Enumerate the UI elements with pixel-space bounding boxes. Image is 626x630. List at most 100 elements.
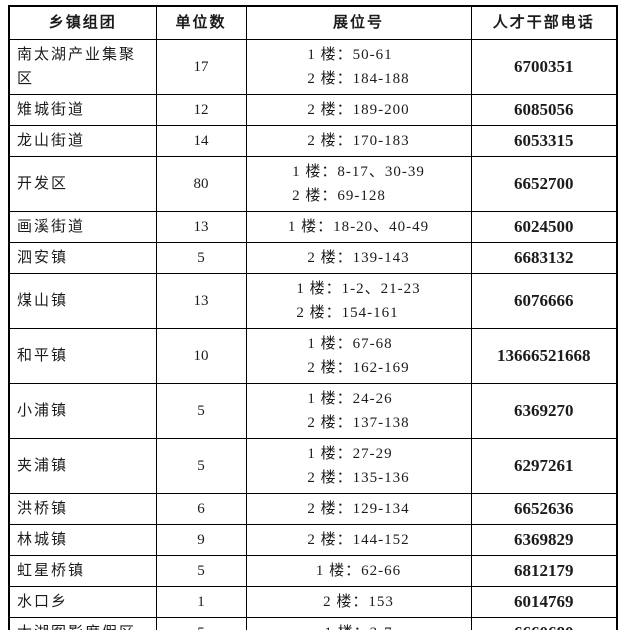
booth-lines: 1 楼：67-68 2 楼：162-169 — [307, 332, 409, 380]
booth-lines: 1 楼：50-61 2 楼：184-188 — [307, 43, 409, 91]
booth-cell: 1 楼：8-17、30-39 2 楼：69-128 — [245, 156, 472, 212]
units-cell: 5 — [155, 242, 247, 274]
town-cell: 虹星桥镇 — [8, 555, 157, 587]
table-row: 夹浦镇 5 1 楼：27-29 2 楼：135-136 6297261 — [8, 438, 618, 494]
booth-cell: 1 楼：50-61 2 楼：184-188 — [245, 39, 472, 95]
units-cell: 14 — [155, 125, 247, 157]
town-cell: 煤山镇 — [8, 273, 157, 329]
units-cell: 6 — [155, 493, 247, 525]
phone-cell: 6652636 — [470, 493, 618, 525]
table-row: 雉城街道 12 2 楼：189-200 6085056 — [8, 94, 618, 126]
booth-line: 2 楼：137-138 — [307, 415, 410, 431]
booth-lines: 1 楼：27-29 2 楼：135-136 — [307, 442, 409, 490]
booth-line: 2 楼：189-200 — [307, 102, 410, 118]
units-cell: 5 — [155, 438, 247, 494]
phone-cell: 6024500 — [470, 211, 618, 243]
town-cell: 夹浦镇 — [8, 438, 157, 494]
phone-cell: 6085056 — [470, 94, 618, 126]
phone-cell: 6369829 — [470, 524, 618, 556]
booth-cell: 2 楼：144-152 — [245, 524, 472, 556]
booth-cell: 2 楼：153 — [245, 586, 472, 618]
table-row: 和平镇 10 1 楼：67-68 2 楼：162-169 13666521668 — [8, 328, 618, 384]
table-row: 开发区 80 1 楼：8-17、30-39 2 楼：69-128 6652700 — [8, 156, 618, 212]
phone-cell: 6053315 — [470, 125, 618, 157]
booth-line: 2 楼：153 — [323, 594, 394, 610]
phone-cell: 6683132 — [470, 242, 618, 274]
booth-line: 1 楼：1-2、21-23 — [296, 281, 421, 297]
town-cell: 太湖图影度假区 — [8, 617, 157, 630]
header-phone: 人才干部电话 — [470, 5, 618, 40]
booth-lines: 1 楼：8-17、30-39 2 楼：69-128 — [292, 160, 425, 208]
booth-cell: 1 楼：3-7 — [245, 617, 472, 630]
booth-line: 2 楼：129-134 — [307, 501, 410, 517]
table-body: 南太湖产业集聚区 17 1 楼：50-61 2 楼：184-188 6700351… — [8, 39, 618, 630]
booth-lines: 2 楼：153 — [323, 590, 394, 614]
units-cell: 10 — [155, 328, 247, 384]
booth-lines: 1 楼：24-26 2 楼：137-138 — [307, 387, 409, 435]
booth-line: 1 楼：50-61 — [307, 47, 393, 63]
units-cell: 12 — [155, 94, 247, 126]
table-row: 南太湖产业集聚区 17 1 楼：50-61 2 楼：184-188 6700351 — [8, 39, 618, 95]
units-cell: 9 — [155, 524, 247, 556]
units-cell: 5 — [155, 555, 247, 587]
town-cell: 南太湖产业集聚区 — [8, 39, 157, 95]
phone-cell: 6297261 — [470, 438, 618, 494]
booth-lines: 1 楼：62-66 — [316, 559, 401, 583]
booth-cell: 2 楼：189-200 — [245, 94, 472, 126]
booth-assignment-table: 乡镇组团 单位数 展位号 人才干部电话 南太湖产业集聚区 17 1 楼：50-6… — [8, 5, 618, 630]
booth-lines: 2 楼：189-200 — [307, 98, 409, 122]
header-town: 乡镇组团 — [8, 5, 157, 40]
booth-line: 2 楼：69-128 — [292, 188, 386, 204]
header-booth: 展位号 — [245, 5, 472, 40]
booth-cell: 2 楼：170-183 — [245, 125, 472, 157]
booth-line: 1 楼：62-66 — [315, 563, 402, 579]
header-row: 乡镇组团 单位数 展位号 人才干部电话 — [8, 5, 618, 40]
town-cell: 洪桥镇 — [8, 493, 157, 525]
table-row: 龙山街道 14 2 楼：170-183 6053315 — [8, 125, 618, 157]
booth-line: 1 楼：8-17、30-39 — [292, 164, 425, 180]
booth-cell: 2 楼：129-134 — [245, 493, 472, 525]
booth-line: 1 楼：3-7 — [324, 621, 392, 630]
booth-line: 2 楼：184-188 — [307, 71, 410, 87]
booth-line: 1 楼：67-68 — [307, 336, 393, 352]
booth-line: 2 楼：154-161 — [296, 305, 399, 321]
phone-cell: 6700351 — [470, 39, 618, 95]
units-cell: 80 — [155, 156, 247, 212]
town-cell: 龙山街道 — [8, 125, 157, 157]
town-cell: 水口乡 — [8, 586, 157, 618]
town-cell: 雉城街道 — [8, 94, 157, 126]
booth-lines: 1 楼：1-2、21-23 2 楼：154-161 — [296, 277, 420, 325]
booth-line: 1 楼：24-26 — [307, 391, 393, 407]
booth-line: 2 楼：162-169 — [307, 360, 410, 376]
booth-cell: 1 楼：27-29 2 楼：135-136 — [245, 438, 472, 494]
units-cell: 13 — [155, 273, 247, 329]
phone-cell: 6369270 — [470, 383, 618, 439]
booth-line: 2 楼：139-143 — [307, 250, 410, 266]
booth-cell: 2 楼：139-143 — [245, 242, 472, 274]
header-units: 单位数 — [155, 5, 247, 40]
booth-cell: 1 楼：24-26 2 楼：137-138 — [245, 383, 472, 439]
phone-cell: 6652700 — [470, 156, 618, 212]
booth-cell: 1 楼：62-66 — [245, 555, 472, 587]
town-cell: 画溪街道 — [8, 211, 157, 243]
booth-line: 2 楼：135-136 — [307, 470, 410, 486]
town-cell: 林城镇 — [8, 524, 157, 556]
booth-line: 2 楼：170-183 — [307, 133, 410, 149]
booth-lines: 2 楼：170-183 — [307, 129, 409, 153]
booth-cell: 1 楼：18-20、40-49 — [245, 211, 472, 243]
booth-cell: 1 楼：67-68 2 楼：162-169 — [245, 328, 472, 384]
table-row: 林城镇 9 2 楼：144-152 6369829 — [8, 524, 618, 556]
booth-line: 1 楼：18-20、40-49 — [287, 219, 430, 235]
booth-line: 2 楼：144-152 — [307, 532, 410, 548]
phone-cell: 13666521668 — [470, 328, 618, 384]
booth-lines: 1 楼：3-7 — [324, 621, 392, 630]
town-cell: 泗安镇 — [8, 242, 157, 274]
table-row: 小浦镇 5 1 楼：24-26 2 楼：137-138 6369270 — [8, 383, 618, 439]
units-cell: 17 — [155, 39, 247, 95]
units-cell: 13 — [155, 211, 247, 243]
booth-line: 1 楼：27-29 — [307, 446, 393, 462]
town-cell: 开发区 — [8, 156, 157, 212]
town-cell: 和平镇 — [8, 328, 157, 384]
table-row: 水口乡 1 2 楼：153 6014769 — [8, 586, 618, 618]
